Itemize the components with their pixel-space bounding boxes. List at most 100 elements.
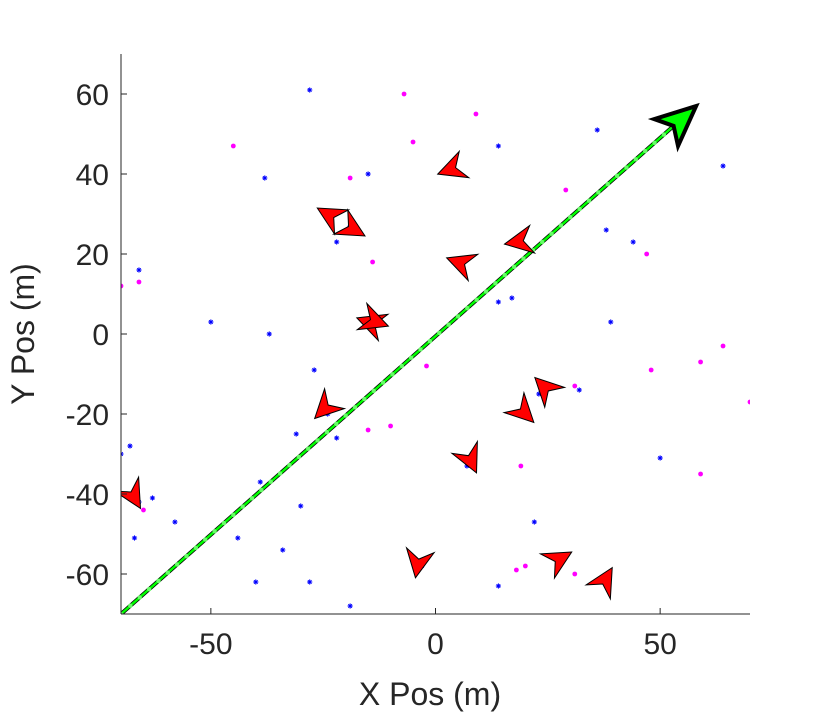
dot-marker bbox=[698, 471, 703, 477]
trajectory-point bbox=[277, 471, 283, 476]
dot-marker bbox=[522, 563, 528, 569]
trajectory-path bbox=[121, 115, 685, 614]
dot-marker bbox=[572, 571, 578, 577]
arrowhead-marker bbox=[538, 551, 573, 580]
trajectory-point bbox=[324, 429, 330, 435]
asterisk-marker bbox=[307, 87, 313, 93]
arrowhead-marker bbox=[436, 149, 471, 179]
x-tick-label: 0 bbox=[427, 628, 444, 661]
asterisk-marker bbox=[280, 547, 286, 553]
trajectory-point bbox=[390, 372, 395, 377]
asterisk-marker bbox=[262, 175, 268, 181]
dot-marker bbox=[136, 279, 142, 285]
trajectory-point bbox=[577, 206, 582, 212]
arrowhead-marker bbox=[313, 386, 347, 420]
asterisk-marker bbox=[311, 367, 317, 373]
trajectory-point bbox=[203, 537, 208, 542]
trajectory-point bbox=[174, 562, 180, 567]
trajectory-point bbox=[455, 314, 461, 319]
asterisk-marker bbox=[257, 479, 263, 485]
arrowhead-marker bbox=[502, 390, 535, 424]
trajectory-point bbox=[614, 173, 620, 179]
y-tick-label: 40 bbox=[76, 159, 109, 192]
asterisk-marker bbox=[630, 239, 636, 245]
trajectory-point bbox=[642, 148, 648, 154]
asterisk-marker bbox=[603, 227, 609, 233]
trajectory-point bbox=[268, 479, 273, 484]
dot-marker bbox=[698, 359, 703, 365]
dot-marker bbox=[388, 423, 393, 429]
dot-marker bbox=[401, 91, 407, 97]
dot-marker bbox=[513, 567, 519, 573]
trajectory-point bbox=[306, 446, 311, 451]
asterisk-marker bbox=[657, 455, 663, 461]
trajectory-point bbox=[652, 140, 657, 145]
arrowhead-marker bbox=[121, 475, 142, 510]
asterisk-marker bbox=[307, 579, 313, 585]
asterisk-marker bbox=[172, 519, 178, 525]
arrowhead-marker bbox=[445, 253, 480, 283]
x-axis-label: X Pos (m) bbox=[359, 676, 501, 712]
dot-marker bbox=[648, 367, 654, 373]
trajectory-point bbox=[568, 215, 573, 220]
asterisk-marker bbox=[594, 127, 600, 133]
trajectory-point bbox=[249, 496, 255, 501]
trajectory-point bbox=[362, 396, 367, 402]
asterisk-marker bbox=[495, 299, 501, 305]
asterisk-marker bbox=[253, 579, 259, 585]
asterisk-marker bbox=[131, 535, 138, 541]
dot-marker bbox=[572, 383, 578, 389]
arrowhead-marker bbox=[534, 376, 567, 410]
asterisk-marker bbox=[334, 435, 340, 441]
asterisk-marker bbox=[531, 519, 537, 525]
trajectory-point bbox=[483, 289, 489, 294]
trajectory-point bbox=[558, 223, 564, 228]
trajectory-point bbox=[121, 611, 124, 614]
asterisk-marker bbox=[347, 603, 353, 609]
y-axis-label: Y Pos (m) bbox=[5, 263, 41, 405]
dot-marker bbox=[141, 507, 146, 513]
trajectory-point bbox=[427, 339, 433, 344]
trajectory-point bbox=[146, 587, 152, 592]
trajectory-point bbox=[296, 454, 302, 460]
asterisk-marker bbox=[495, 143, 501, 149]
y-tick-label: -40 bbox=[66, 479, 109, 512]
asterisk-marker bbox=[495, 583, 501, 589]
trajectory-point bbox=[240, 504, 245, 509]
plot-area bbox=[121, 87, 750, 614]
trajectory-point bbox=[605, 181, 610, 187]
dot-marker bbox=[644, 251, 650, 257]
dot-marker bbox=[365, 427, 371, 433]
asterisk-marker bbox=[266, 331, 272, 337]
asterisk-marker bbox=[149, 495, 156, 501]
dot-marker bbox=[121, 283, 124, 289]
trajectory-point bbox=[259, 487, 264, 493]
trajectory-point bbox=[502, 272, 507, 278]
trajectory-point bbox=[465, 305, 470, 311]
dot-marker bbox=[230, 143, 236, 149]
trajectory-point bbox=[287, 463, 292, 468]
y-tick-label: 20 bbox=[76, 239, 109, 272]
dot-marker bbox=[424, 363, 429, 369]
dot-marker bbox=[747, 399, 750, 405]
asterisk-marker bbox=[121, 451, 124, 457]
trajectory-point bbox=[231, 512, 236, 517]
dot-marker bbox=[410, 139, 416, 145]
trajectory-point bbox=[371, 388, 376, 393]
dot-marker bbox=[563, 187, 569, 193]
arrowhead-marker bbox=[450, 439, 478, 474]
arrowhead-markers bbox=[121, 149, 613, 601]
trajectory-point bbox=[343, 413, 348, 418]
trajectory-point bbox=[399, 363, 405, 369]
trajectory-point bbox=[633, 157, 639, 162]
trajectory-point bbox=[549, 231, 554, 236]
trajectory-point bbox=[418, 347, 423, 352]
trajectory-point bbox=[165, 570, 171, 575]
trajectory-point bbox=[474, 297, 479, 303]
y-tick-label: -20 bbox=[66, 399, 109, 432]
trajectory-point bbox=[437, 330, 442, 336]
asterisk-marker bbox=[208, 319, 214, 325]
trajectory-point bbox=[511, 264, 517, 269]
trajectory-point bbox=[380, 380, 386, 385]
asterisk-marker bbox=[136, 267, 142, 273]
